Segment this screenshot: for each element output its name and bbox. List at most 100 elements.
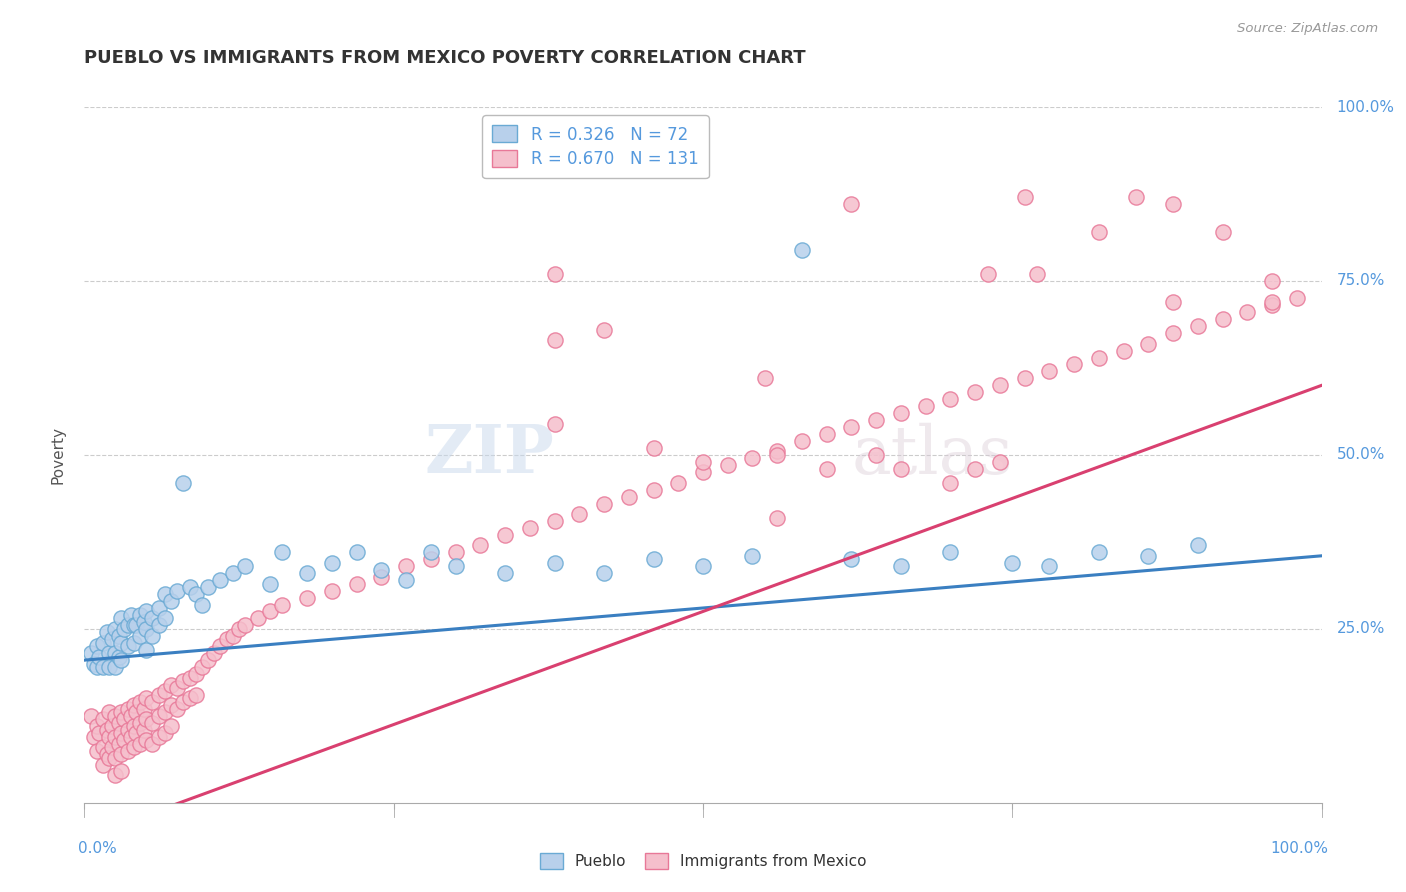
Text: 25.0%: 25.0% xyxy=(1337,622,1385,636)
Point xyxy=(197,580,219,594)
Point xyxy=(593,497,616,511)
Point xyxy=(295,566,318,581)
Point xyxy=(141,629,163,643)
Point xyxy=(148,688,170,702)
Point xyxy=(100,719,122,733)
Point xyxy=(91,740,114,755)
Point xyxy=(117,723,139,737)
Point xyxy=(110,706,132,720)
Point xyxy=(222,629,245,643)
Point xyxy=(166,702,188,716)
Point xyxy=(110,611,132,625)
Point xyxy=(98,730,121,744)
Point xyxy=(135,691,157,706)
Point xyxy=(321,556,343,570)
Point xyxy=(179,671,201,685)
Point xyxy=(104,730,127,744)
Point xyxy=(246,611,269,625)
Text: 50.0%: 50.0% xyxy=(1337,448,1385,462)
Point xyxy=(160,719,183,733)
Point xyxy=(98,706,121,720)
Point xyxy=(135,622,157,636)
Point xyxy=(271,598,294,612)
Point xyxy=(117,744,139,758)
Point xyxy=(141,695,163,709)
Point xyxy=(79,646,101,660)
Point xyxy=(233,618,256,632)
Point xyxy=(112,622,135,636)
Point xyxy=(815,427,838,442)
Text: ZIP: ZIP xyxy=(425,423,554,487)
Point xyxy=(1261,294,1284,309)
Point xyxy=(120,708,142,723)
Point xyxy=(120,730,142,744)
Point xyxy=(179,580,201,594)
Point xyxy=(692,466,714,480)
Point xyxy=(988,455,1011,469)
Point xyxy=(122,636,145,650)
Point xyxy=(988,378,1011,392)
Point xyxy=(110,726,132,740)
Point xyxy=(666,475,689,490)
Point xyxy=(179,691,201,706)
Point xyxy=(86,639,108,653)
Point xyxy=(395,573,418,587)
Point xyxy=(1261,274,1284,288)
Point xyxy=(643,483,665,497)
Point xyxy=(1161,197,1184,211)
Point xyxy=(1026,267,1049,281)
Point xyxy=(122,740,145,755)
Point xyxy=(104,646,127,660)
Point xyxy=(419,545,441,559)
Point xyxy=(191,598,214,612)
Point xyxy=(593,566,616,581)
Point xyxy=(692,455,714,469)
Point xyxy=(96,747,118,761)
Point xyxy=(96,625,118,640)
Legend: Pueblo, Immigrants from Mexico: Pueblo, Immigrants from Mexico xyxy=(534,847,872,875)
Point xyxy=(79,708,101,723)
Point xyxy=(184,688,207,702)
Point xyxy=(129,629,152,643)
Point xyxy=(914,399,936,413)
Point xyxy=(129,607,152,622)
Point xyxy=(1187,538,1209,552)
Point xyxy=(790,243,813,257)
Point xyxy=(117,639,139,653)
Point xyxy=(141,715,163,730)
Point xyxy=(766,510,789,524)
Point xyxy=(96,723,118,737)
Point xyxy=(790,434,813,448)
Point xyxy=(153,706,176,720)
Point xyxy=(321,583,343,598)
Point xyxy=(184,587,207,601)
Point xyxy=(1014,371,1036,385)
Point xyxy=(104,660,127,674)
Point xyxy=(209,573,232,587)
Point xyxy=(271,545,294,559)
Point xyxy=(122,719,145,733)
Point xyxy=(222,566,245,581)
Point xyxy=(108,629,131,643)
Point xyxy=(543,333,565,347)
Point xyxy=(939,475,962,490)
Point xyxy=(104,768,127,782)
Point xyxy=(125,618,148,632)
Point xyxy=(1212,312,1234,326)
Point xyxy=(153,611,176,625)
Point xyxy=(153,684,176,698)
Point xyxy=(129,737,152,751)
Point xyxy=(98,660,121,674)
Text: Source: ZipAtlas.com: Source: ZipAtlas.com xyxy=(1237,22,1378,36)
Point xyxy=(108,715,131,730)
Point xyxy=(91,757,114,772)
Text: PUEBLO VS IMMIGRANTS FROM MEXICO POVERTY CORRELATION CHART: PUEBLO VS IMMIGRANTS FROM MEXICO POVERTY… xyxy=(84,49,806,67)
Point xyxy=(593,323,616,337)
Point xyxy=(741,549,763,563)
Point xyxy=(153,726,176,740)
Point xyxy=(153,587,176,601)
Point xyxy=(191,660,214,674)
Point xyxy=(841,197,863,211)
Point xyxy=(141,737,163,751)
Text: 100.0%: 100.0% xyxy=(1270,841,1327,856)
